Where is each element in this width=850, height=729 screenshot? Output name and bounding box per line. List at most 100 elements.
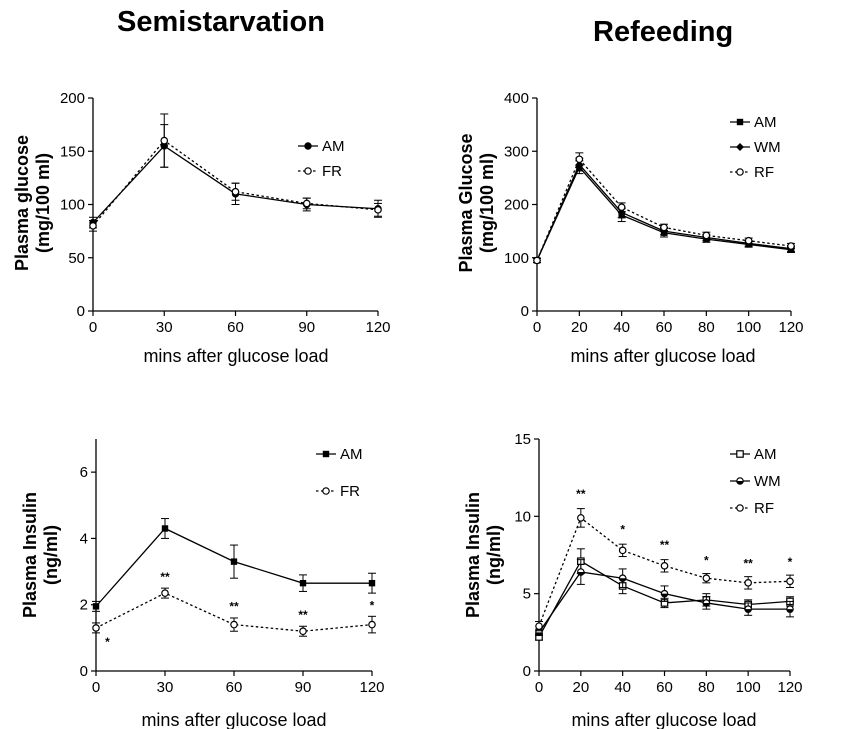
x-tick-label: 120 <box>359 679 384 696</box>
y-tick-label: 0 <box>77 303 85 320</box>
chart-ss-glucose: 0 50 100 150 200 0 30 60 90 120 mins after glucose… <box>12 90 391 366</box>
x-tick-label: 120 <box>777 679 802 696</box>
significance-mark: * <box>788 555 793 569</box>
data-point <box>617 208 626 217</box>
series-am <box>92 518 376 612</box>
x-tick-label: 120 <box>778 319 803 336</box>
y-tick-label: 15 <box>514 431 531 448</box>
data-point <box>299 627 307 636</box>
data-point <box>702 574 711 583</box>
x-tick-label: 60 <box>226 679 243 696</box>
y-tick-label: 100 <box>504 250 529 267</box>
y-tick-label: 6 <box>80 464 88 481</box>
y-tick-label: 200 <box>60 90 85 107</box>
legend-label: RF <box>754 164 774 181</box>
data-point <box>702 599 711 607</box>
x-axis-title: mins after glucose load <box>570 346 755 366</box>
data-point <box>231 187 240 196</box>
y-tick-label: 4 <box>80 530 88 547</box>
x-tick-label: 30 <box>157 679 174 696</box>
series-line <box>536 163 792 261</box>
data-point <box>618 546 627 555</box>
y-axis-title: Plasma Insulin <box>20 492 40 618</box>
data-point <box>535 622 543 630</box>
series-wm <box>535 559 794 637</box>
series-fr <box>92 587 376 637</box>
significance-mark: ** <box>229 600 239 614</box>
data-point <box>230 620 238 629</box>
chart-rf-insulin: 0 5 10 15 0 20 40 60 80 100 120 mins after glucose … <box>463 431 803 729</box>
data-point-fill <box>744 609 752 613</box>
data-point-fill <box>786 609 794 613</box>
legend-label: FR <box>340 483 360 500</box>
data-point <box>660 562 669 570</box>
legend-label: WM <box>754 473 781 490</box>
series-fr <box>89 113 382 232</box>
legend-entry-am: AM <box>730 446 777 463</box>
x-tick-label: 40 <box>613 319 630 336</box>
data-point <box>617 203 626 211</box>
data-point-fill <box>577 572 585 576</box>
y-tick-label: 150 <box>60 143 85 160</box>
legend-label: AM <box>340 446 363 463</box>
legend-marker <box>322 487 330 495</box>
data-point <box>786 577 794 586</box>
legend-label: AM <box>754 114 777 131</box>
legend-entry-fr: FR <box>298 163 342 180</box>
y-tick-label: 10 <box>514 508 531 525</box>
data-point <box>577 568 585 576</box>
x-tick-label: 60 <box>656 679 673 696</box>
legend-marker <box>736 168 744 176</box>
column-title-semistarvation: Semistarvation <box>117 6 325 38</box>
legend-entry-rf: RF <box>730 164 774 181</box>
legend-label: RF <box>754 500 774 517</box>
significance-mark: * <box>105 635 110 649</box>
data-point <box>368 620 376 629</box>
legend-label: AM <box>322 138 345 155</box>
x-tick-label: 0 <box>535 679 543 696</box>
legend-label: WM <box>754 139 781 156</box>
data-point <box>575 155 584 164</box>
y-tick-label: 50 <box>68 250 85 267</box>
x-tick-label: 80 <box>698 679 715 696</box>
data-point-fill <box>535 632 543 636</box>
data-point <box>744 605 752 613</box>
data-point <box>89 222 97 230</box>
data-point <box>302 199 311 208</box>
x-tick-label: 100 <box>736 319 761 336</box>
y-axis-title: (ng/ml) <box>41 525 61 585</box>
y-axis-title: Plasma glucose <box>12 135 32 271</box>
significance-mark: ** <box>576 487 586 501</box>
legend-marker <box>736 450 744 458</box>
x-tick-label: 90 <box>295 679 312 696</box>
data-point <box>660 223 668 232</box>
x-tick-label: 100 <box>736 679 761 696</box>
x-tick-label: 60 <box>656 319 673 336</box>
y-tick-label: 2 <box>80 597 88 614</box>
legend-marker <box>736 143 744 151</box>
x-tick-label: 20 <box>571 319 588 336</box>
legend-label: FR <box>322 163 342 180</box>
y-tick-label: 400 <box>504 90 529 107</box>
significance-mark: * <box>704 553 709 567</box>
legend-entry-fr: FR <box>316 483 360 500</box>
chart-rf-glucose: 0 100 200 300 400 0 20 40 60 80 100 120 mins after g… <box>456 90 804 366</box>
series-line <box>95 592 373 632</box>
x-tick-label: 90 <box>298 319 315 336</box>
legend-entry-am: AM <box>730 114 777 131</box>
data-point <box>744 236 753 245</box>
data-point <box>92 624 100 632</box>
legend-entry-rf: RF <box>730 500 774 517</box>
significance-mark: ** <box>660 538 670 552</box>
y-axis-title: (mg/100 ml) <box>33 153 53 253</box>
data-point <box>660 589 669 598</box>
y-axis-title: (ng/ml) <box>484 525 504 585</box>
x-tick-label: 60 <box>227 319 244 336</box>
data-point <box>533 256 541 265</box>
data-point <box>618 574 627 583</box>
x-tick-label: 0 <box>533 319 541 336</box>
legend-entry-am: AM <box>316 446 363 463</box>
x-tick-label: 40 <box>614 679 631 696</box>
data-point <box>92 603 100 610</box>
legend-marker-fill <box>736 481 744 485</box>
